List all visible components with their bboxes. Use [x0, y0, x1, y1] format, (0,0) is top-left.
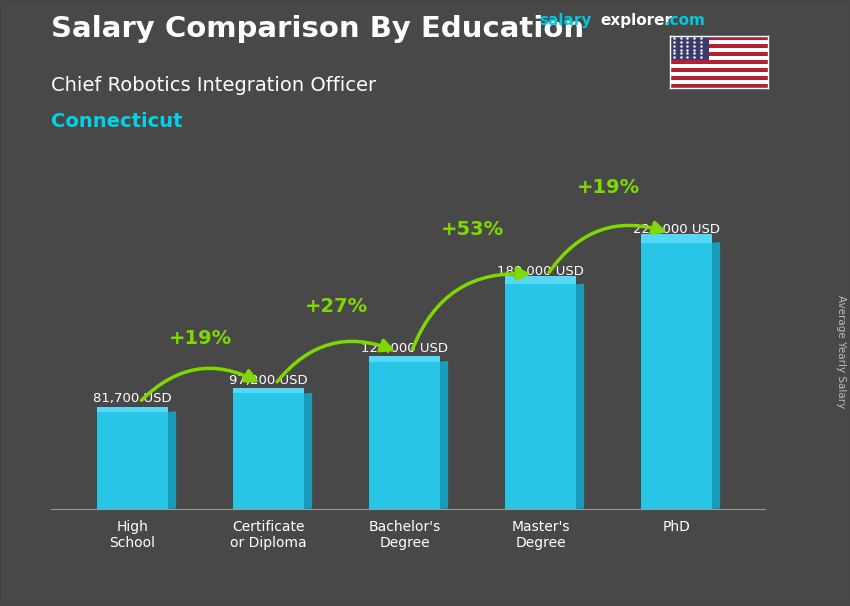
Bar	[369, 356, 440, 362]
Text: .com: .com	[665, 13, 706, 28]
Bar	[670, 56, 768, 60]
Bar	[670, 72, 768, 76]
Text: Connecticut: Connecticut	[51, 112, 183, 131]
Text: 189,000 USD: 189,000 USD	[497, 265, 584, 278]
Bar	[670, 68, 768, 72]
Bar	[505, 284, 576, 509]
Text: +19%: +19%	[577, 179, 640, 198]
Text: 97,200 USD: 97,200 USD	[230, 374, 308, 387]
Bar	[233, 388, 304, 393]
Bar	[97, 407, 168, 412]
Text: explorer: explorer	[600, 13, 672, 28]
Polygon shape	[576, 284, 584, 509]
Bar	[641, 242, 712, 509]
Bar	[670, 60, 768, 64]
Bar	[670, 41, 768, 44]
Bar	[670, 36, 709, 60]
Bar	[670, 80, 768, 84]
Text: Average Yearly Salary: Average Yearly Salary	[836, 295, 846, 408]
Text: 81,700 USD: 81,700 USD	[94, 392, 172, 405]
Text: Salary Comparison By Education: Salary Comparison By Education	[51, 15, 584, 43]
Polygon shape	[304, 393, 312, 509]
Polygon shape	[440, 361, 448, 509]
Bar	[670, 64, 768, 68]
Text: +27%: +27%	[305, 298, 368, 316]
Text: salary: salary	[540, 13, 592, 28]
Bar	[670, 36, 768, 41]
Bar	[670, 84, 768, 88]
Bar	[641, 234, 712, 242]
Text: 224,000 USD: 224,000 USD	[633, 223, 720, 236]
Bar	[670, 48, 768, 52]
Text: Chief Robotics Integration Officer: Chief Robotics Integration Officer	[51, 76, 376, 95]
Text: +19%: +19%	[169, 329, 232, 348]
Bar	[670, 44, 768, 48]
Bar	[670, 76, 768, 80]
Polygon shape	[168, 411, 176, 509]
Bar	[97, 412, 168, 509]
Bar	[369, 362, 440, 509]
Bar	[505, 276, 576, 284]
Text: 124,000 USD: 124,000 USD	[361, 342, 448, 355]
Polygon shape	[712, 242, 720, 509]
Text: +53%: +53%	[441, 220, 504, 239]
Bar	[670, 52, 768, 56]
Bar	[233, 393, 304, 509]
